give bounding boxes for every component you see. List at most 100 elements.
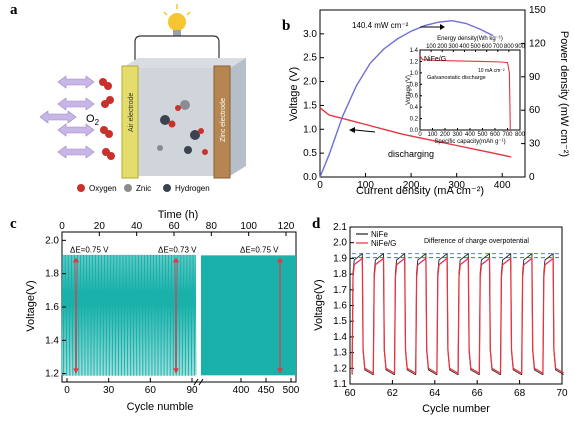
delta-e-arrowhead-bottom — [173, 368, 179, 374]
inset-x2tick-label: 400 — [459, 44, 470, 50]
inset-x2tick-label: 300 — [448, 44, 459, 50]
cell-side — [230, 58, 246, 176]
d-ytick-label: 1.3 — [333, 348, 347, 359]
inset-x2label: Energy density(Wh kg⁻¹) — [437, 36, 503, 42]
panel-b-axes — [319, 9, 526, 178]
axis-break — [193, 378, 199, 386]
legend-nife-label: NiFe — [371, 230, 388, 239]
peak-power-annotation: 140.4 mW cm⁻² — [352, 21, 409, 30]
b-y2tick-label: 0 — [529, 172, 535, 183]
inset-label: NiFe/G — [424, 56, 446, 63]
d-xtick-label: 64 — [429, 388, 441, 399]
d-ytick-label: 1.1 — [333, 379, 347, 390]
inset-current-annotation: 10 mA cm⁻² — [478, 68, 505, 74]
zinc-electrode-label: Zinc electrode — [220, 98, 227, 142]
b-ytick-label: 1.0 — [303, 124, 317, 135]
panel-a-legend: Oxygen Znic Hydrogen — [77, 184, 210, 193]
c-xtick-label: 60 — [145, 385, 157, 396]
d-ytick-label: 2.1 — [333, 222, 347, 233]
legend-zinc-marker — [124, 184, 132, 192]
c-time-tick-label: 60 — [168, 221, 180, 232]
inset-xtick-label: 300 — [452, 132, 463, 138]
panel-c-xlabel: Cycle numble — [127, 401, 194, 413]
inset-x2tick-label: 100 — [426, 44, 437, 50]
cycling-curve-segment-1 — [61, 254, 197, 376]
arrow-right-icon — [420, 24, 445, 30]
d-xtick-label: 68 — [514, 388, 526, 399]
c-ytick-label: 1.8 — [45, 269, 59, 280]
b-xtick-label: 200 — [403, 180, 420, 191]
b-xtick-label: 300 — [448, 180, 465, 191]
inset-ytick-label: 1.0 — [410, 71, 419, 77]
inset-xtick-label: 600 — [490, 132, 501, 138]
inset-x2tick-label: 700 — [493, 44, 504, 50]
c-ytick-label: 2.0 — [45, 235, 59, 246]
panel-c-letter: c — [10, 216, 17, 232]
c-xtick-label: 30 — [103, 385, 115, 396]
b-ytick-label: 3.0 — [303, 29, 317, 40]
panel-d-legend: NiFe NiFe/G — [356, 230, 396, 248]
legend-hydrogen-label: Hydrogen — [175, 184, 210, 193]
inset-xtick-label: 0 — [418, 132, 422, 138]
c-ytick-label: 1.4 — [45, 335, 59, 346]
lightbulb-icon — [163, 4, 191, 36]
delta-e-label: ΔE=0.75 V — [240, 245, 279, 254]
d-xtick-label: 60 — [344, 388, 356, 399]
panel-c-x2label: Time (h) — [158, 209, 199, 221]
b-ytick-label: 2.0 — [303, 77, 317, 88]
double-arrow-4 — [39, 110, 77, 124]
delta-e-arrowhead-top — [277, 257, 283, 263]
air-electrode-label: Air electrode — [128, 93, 135, 132]
c-time-tick-label: 0 — [59, 221, 65, 232]
inset-ytick-label: 0.4 — [410, 105, 419, 111]
circuit-wire — [134, 35, 220, 60]
c-time-tick-label: 100 — [240, 221, 257, 232]
axis-break — [198, 378, 204, 386]
d-xtick-label: 66 — [472, 388, 484, 399]
d-xtick-label: 70 — [556, 388, 568, 399]
c-xtick-label: 90 — [186, 385, 198, 396]
d-ytick-label: 1.8 — [333, 269, 347, 280]
cell-body — [122, 68, 230, 176]
c-xtick-label: 0 — [64, 385, 70, 396]
inset-xtick-label: 700 — [502, 132, 513, 138]
inset-ytick-label: 0.6 — [410, 94, 419, 100]
b-y2tick-label: 60 — [529, 105, 541, 116]
legend-hydrogen-marker — [163, 184, 171, 192]
panel-b-xlabel: Current density (mA cm⁻²) — [356, 185, 484, 197]
delta-e-arrowhead-top — [173, 257, 179, 263]
d-ytick-label: 1.9 — [333, 253, 347, 264]
b-y2tick-label: 30 — [529, 139, 541, 150]
panel-b-y2label: Power density (mW cm⁻²) — [558, 31, 570, 157]
inset-ylabel: Voltage (V) — [406, 75, 412, 105]
panel-b-ylabel: Voltage (V) — [288, 67, 300, 121]
inset-ytick-label: 0.2 — [410, 117, 419, 123]
d-ytick-label: 1.6 — [333, 301, 347, 312]
double-arrow-2 — [57, 123, 95, 137]
panel-a-letter: a — [10, 2, 18, 18]
cycling-curve-segment-2 — [201, 255, 296, 376]
o2-label: O2 — [86, 113, 100, 127]
b-ytick-label: 2.5 — [303, 53, 317, 64]
inset-discharge-line — [419, 55, 511, 131]
delta-e-label: ΔE=0.75 V — [70, 245, 109, 254]
power-density-line — [319, 19, 494, 178]
c-xtick-label: 450 — [258, 385, 275, 396]
b-y2tick-label: 150 — [529, 5, 546, 16]
inset-x2tick-label: 800 — [504, 44, 515, 50]
d-ytick-label: 1.2 — [333, 363, 347, 374]
c-time-tick-label: 20 — [94, 221, 106, 232]
panel-a: a Air electrode Zinc electrode — [10, 2, 246, 193]
b-ytick-label: 0.0 — [303, 172, 317, 183]
d-ytick-label: 1.5 — [333, 316, 347, 327]
inset-galvanostatic-annotation: Galvanostatic discharge — [427, 75, 486, 81]
inset-xtick-label: 400 — [465, 132, 476, 138]
inset-ytick-label: 0.0 — [410, 128, 419, 134]
discharging-annotation: discharging — [388, 149, 434, 159]
inset-xtick-label: 200 — [440, 132, 451, 138]
panel-d: d 60 62 64 66 68 70 1.1 1.2 1.3 1.4 1.5 1.6 1.7 1.8 1.… — [312, 216, 568, 415]
inset-ytick-label: 0.8 — [410, 82, 419, 88]
c-ytick-label: 1.6 — [45, 302, 59, 313]
